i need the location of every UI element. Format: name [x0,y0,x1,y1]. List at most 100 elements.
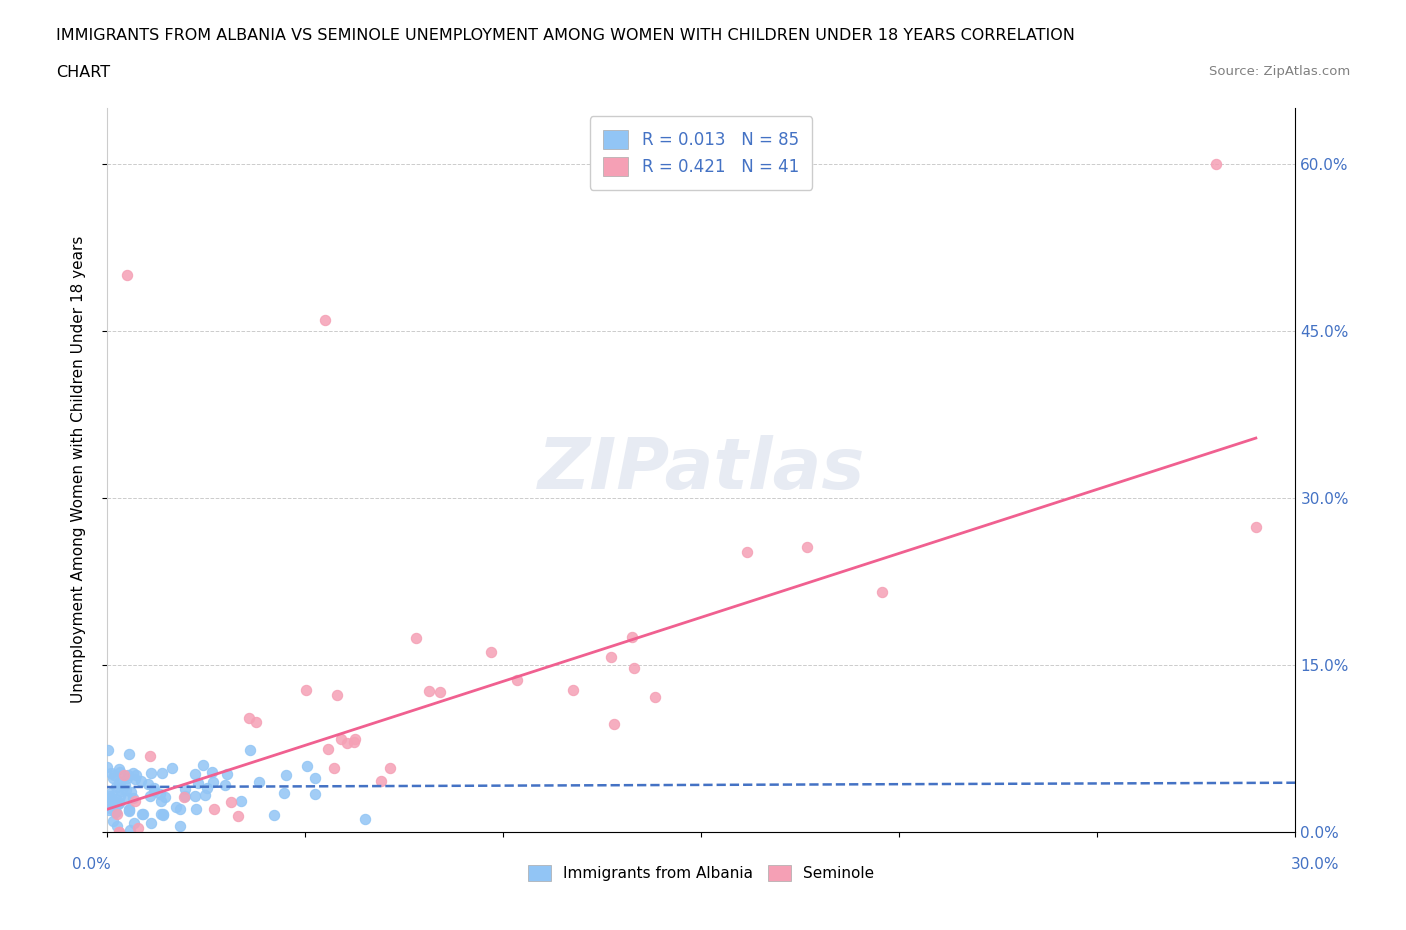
Point [184,802,207,817]
Point [214,777,236,792]
Text: CHART: CHART [56,65,110,80]
Text: ZIPatlas: ZIPatlas [537,435,865,504]
Point [174,782,197,797]
Point [105,806,128,821]
Point [215,767,238,782]
Point [143,780,166,795]
Point [229,793,252,808]
Point [735,545,758,560]
Point [150,794,173,809]
Point [105,805,128,820]
Point [273,786,295,801]
Point [263,808,285,823]
Point [429,684,451,699]
Point [314,312,336,327]
Point [104,804,127,819]
Point [125,767,148,782]
Point [115,782,138,797]
Point [124,794,146,809]
Point [103,767,125,782]
Point [330,732,353,747]
Point [108,824,131,839]
Point [98,803,121,817]
Point [343,732,366,747]
Point [150,806,173,821]
Text: IMMIGRANTS FROM ALBANIA VS SEMINOLE UNEMPLOYMENT AMONG WOMEN WITH CHILDREN UNDER: IMMIGRANTS FROM ALBANIA VS SEMINOLE UNEM… [56,28,1076,43]
Point [247,775,270,790]
Point [621,630,644,644]
Point [97,743,120,758]
Legend: R = 0.013   N = 85, R = 0.421   N = 41: R = 0.013 N = 85, R = 0.421 N = 41 [591,116,813,190]
Point [101,770,124,785]
Point [114,777,136,792]
Point [245,714,267,729]
Point [405,631,427,645]
Point [870,584,893,599]
Point [323,761,346,776]
Point [139,765,162,780]
Point [122,790,145,805]
Point [117,803,139,817]
Point [110,764,132,779]
Point [169,802,191,817]
Point [124,771,146,786]
Point [118,747,141,762]
Point [136,777,159,791]
Point [118,801,141,816]
Y-axis label: Unemployment Among Women with Children Under 18 years: Unemployment Among Women with Children U… [72,236,86,703]
Point [326,688,349,703]
Point [131,806,153,821]
Point [342,734,364,749]
Point [96,760,118,775]
Point [107,824,129,839]
Point [108,796,131,811]
Point [238,711,260,725]
Point [623,661,645,676]
Point [149,787,172,802]
Point [100,794,122,809]
Text: Source: ZipAtlas.com: Source: ZipAtlas.com [1209,65,1350,78]
Point [603,716,626,731]
Point [122,765,145,780]
Point [112,767,135,782]
Point [202,775,225,790]
Point [479,644,502,659]
Point [142,783,165,798]
Point [336,736,359,751]
Point [173,790,195,804]
Point [380,761,402,776]
Point [1244,520,1267,535]
Point [115,770,138,785]
Point [184,789,207,804]
Point [100,792,122,807]
Point [304,771,326,786]
Point [506,672,529,687]
Point [353,811,375,826]
Point [120,785,142,800]
Point [152,806,174,821]
Point [239,743,262,758]
Point [108,775,131,790]
Point [599,650,621,665]
Point [141,816,163,830]
Point [127,820,149,835]
Point [183,766,205,781]
Point [370,774,392,789]
Point [160,761,183,776]
Point [194,788,217,803]
Point [193,758,215,773]
Point [150,766,173,781]
Point [202,802,225,817]
Point [139,789,162,804]
Point [100,790,122,805]
Point [201,764,224,779]
Point [418,684,440,698]
Point [1205,156,1227,171]
Point [108,762,131,777]
Point [117,790,139,805]
Point [304,787,326,802]
Point [153,790,176,804]
Point [101,813,124,828]
Point [297,759,319,774]
Point [122,816,145,830]
